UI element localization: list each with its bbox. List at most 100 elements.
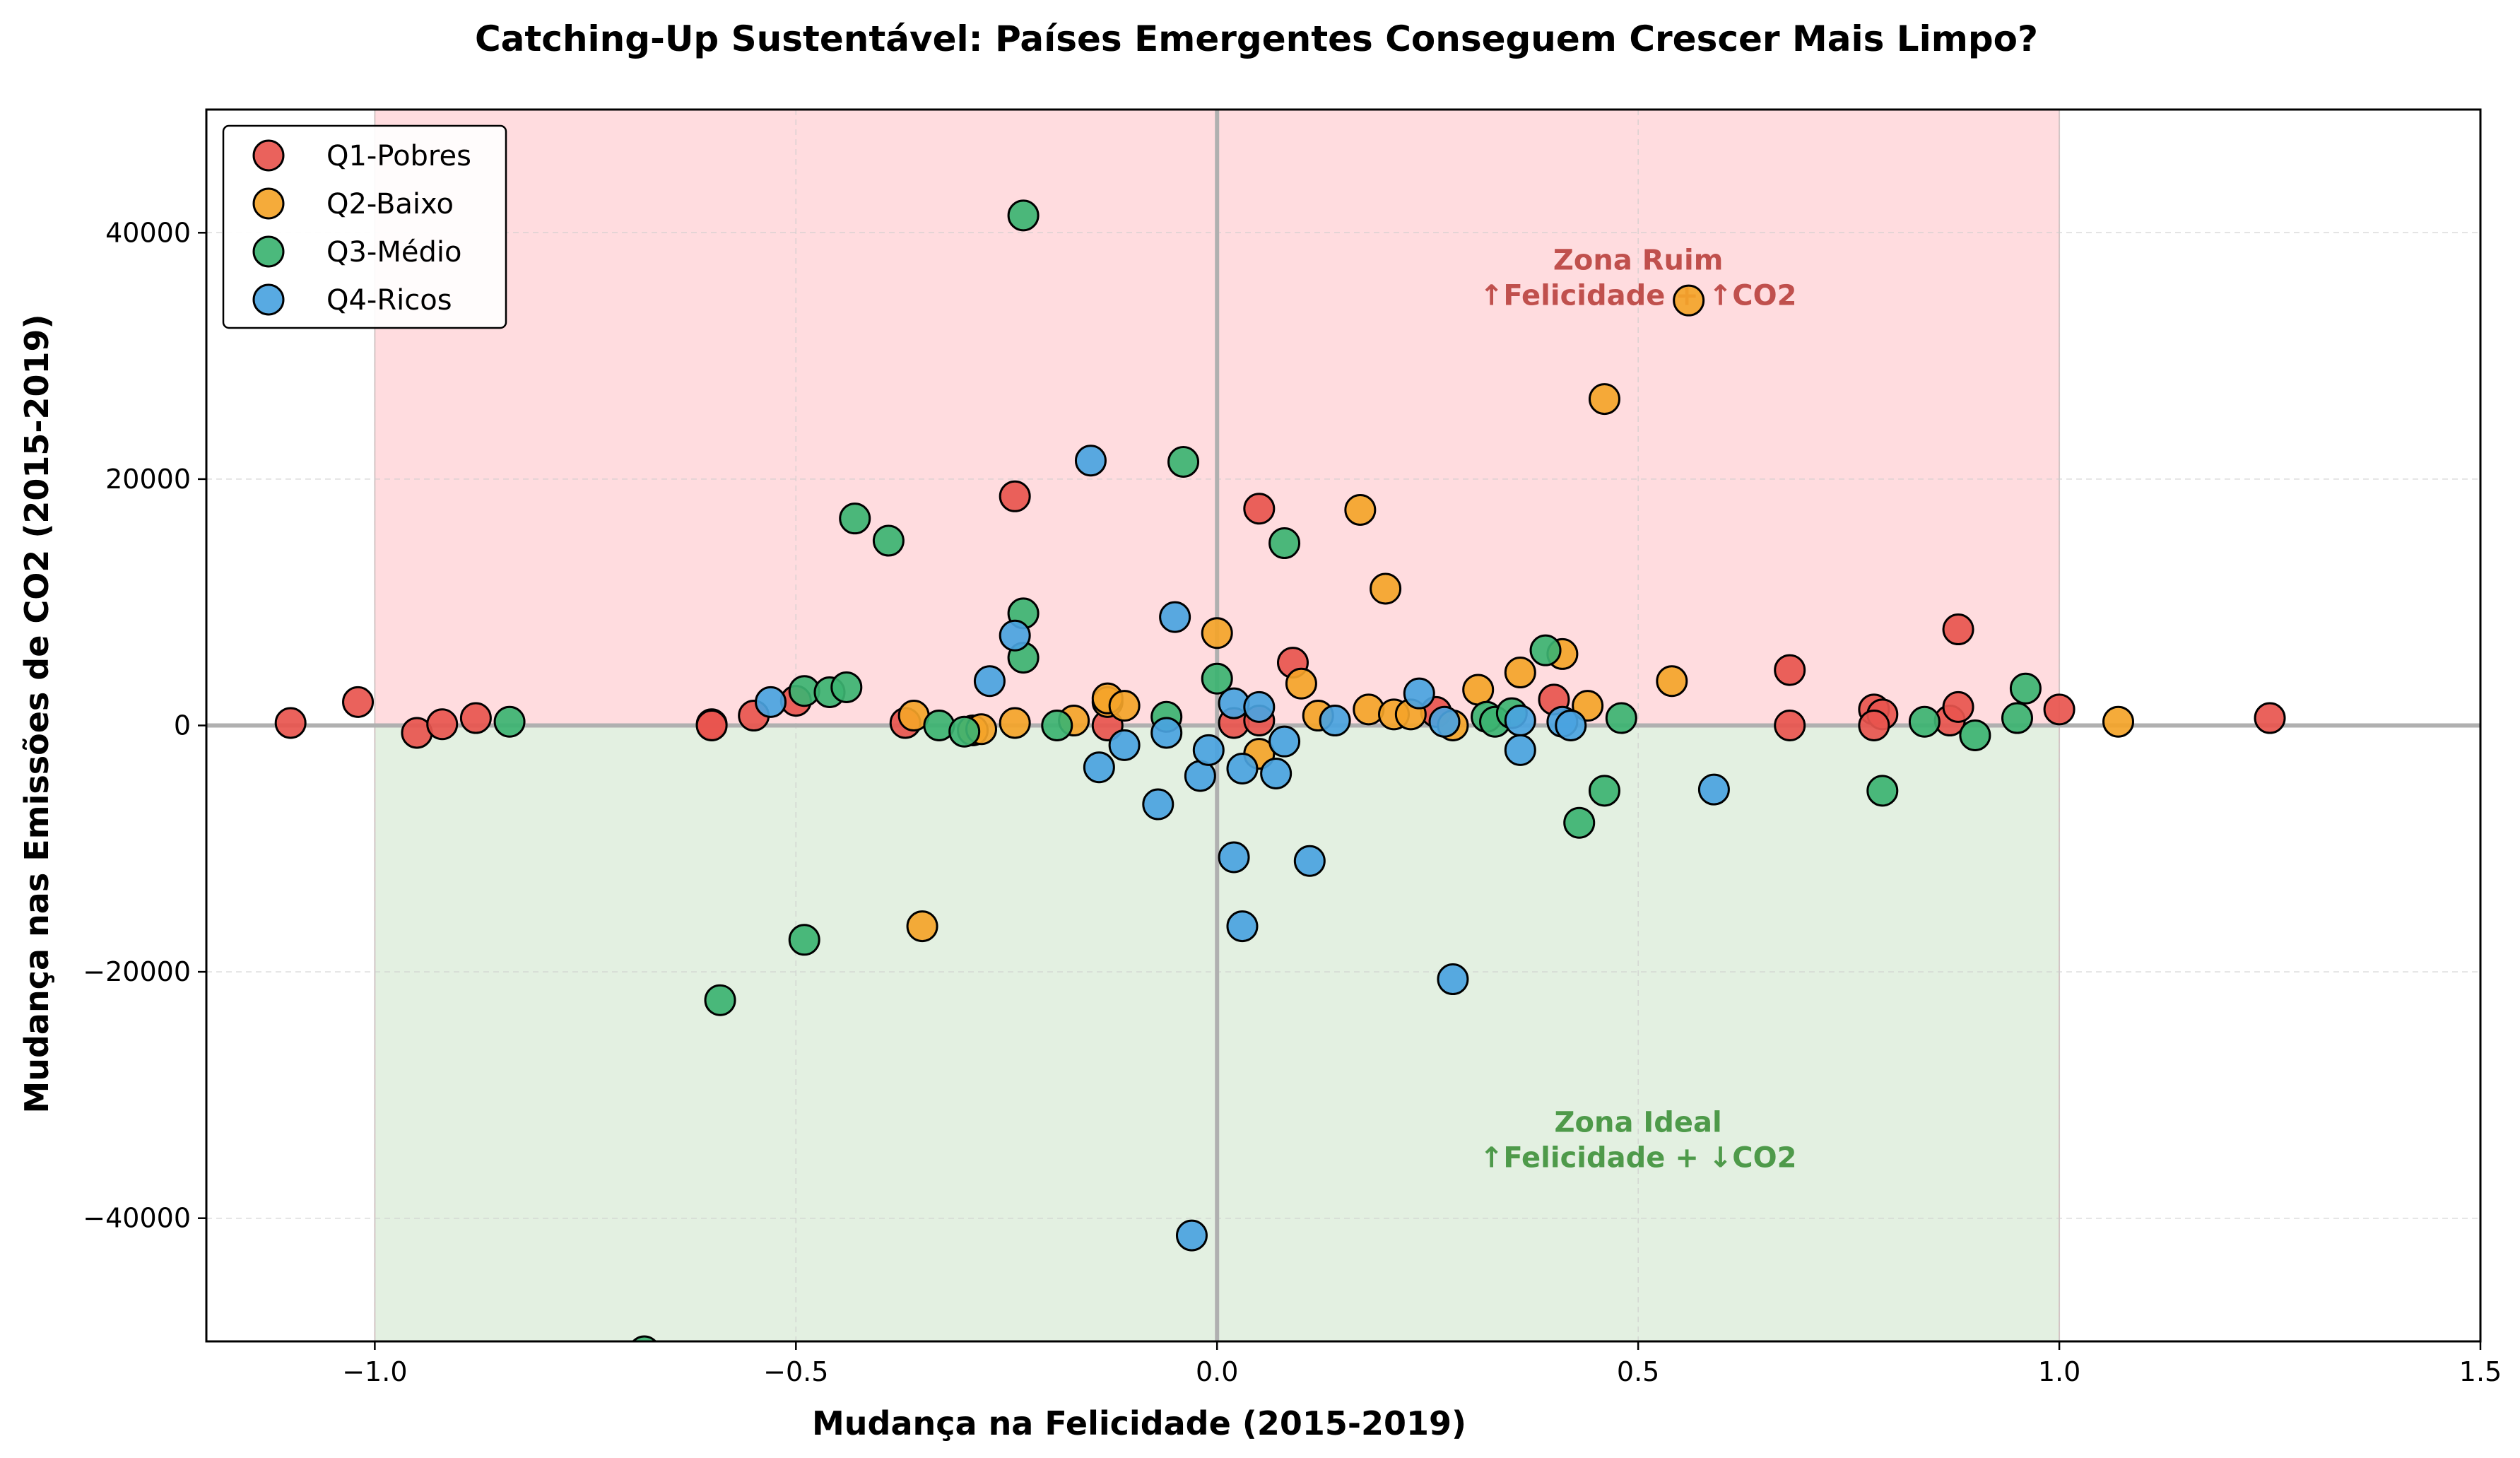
point-q2-baixo [1201,617,1233,649]
point-q4-ricos [1226,753,1259,785]
legend-box [222,124,507,329]
y-tick-label: −40000 [83,1203,191,1234]
point-q4-ricos [1437,963,1469,996]
point-q4-ricos [999,619,1031,652]
y-axis-label: Mudança nas Emissões de CO2 (2015-2019) [18,314,56,1113]
point-q3-m-dio [493,705,526,738]
point-q2-baixo [1370,572,1402,605]
point-q1-pobres [2043,693,2076,726]
x-axis: −1.0 −0.5 0.0 0.5 1.0 1.5 [342,1341,2502,1387]
point-q3-m-dio [1167,445,1200,478]
point-q3-m-dio [1959,719,1991,751]
point-q3-m-dio [788,924,820,956]
point-q3-m-dio [830,671,863,703]
point-q4-ricos [1159,601,1191,633]
point-q4-ricos [1142,788,1174,821]
point-q3-m-dio [1588,775,1620,807]
x-tick-label: −0.5 [763,1356,828,1387]
point-q4-ricos [1697,773,1730,806]
legend-label: Q1-Pobres [326,140,471,172]
point-q2-baixo [1504,657,1536,689]
point-q3-m-dio [1007,199,1040,232]
point-q3-m-dio [704,984,736,1016]
point-q1-pobres [1243,493,1276,525]
ideal-zone-annotation: Zona Ideal ↑Felicidade + ↓CO2 [1480,1107,1797,1175]
point-q3-m-dio [2009,672,2042,705]
point-q4-ricos [1504,734,1536,766]
point-q3-m-dio [1563,806,1596,839]
legend-label: Q4-Ricos [326,284,452,317]
point-q3-m-dio [1201,662,1233,695]
point-q4-ricos [1108,729,1141,761]
point-q3-m-dio [1529,634,1562,666]
point-q3-m-dio [1605,702,1637,734]
point-q1-pobres [1774,654,1806,686]
point-q4-ricos [1268,725,1301,758]
point-q1-pobres [1942,690,1974,723]
points-layer [274,199,2286,1341]
point-q1-pobres [2254,702,2286,734]
point-q1-pobres [459,702,492,734]
point-q3-m-dio [839,502,871,535]
point-q2-baixo [906,910,938,943]
point-q2-baixo [1462,674,1495,706]
y-axis: −40000 −20000 0 20000 40000 [83,217,206,1234]
point-q3-m-dio [1041,710,1073,741]
point-q3-m-dio [632,1335,657,1341]
x-tick-label: 0.0 [1196,1356,1238,1387]
point-q4-ricos [1074,445,1107,477]
chart-title: Catching-Up Sustentável: Países Emergent… [475,18,2038,59]
point-q2-baixo [1673,284,1705,317]
y-tick-label: 0 [174,710,191,741]
point-q2-baixo [2102,705,2135,738]
point-q1-pobres [1942,613,1974,646]
point-q2-baixo [1108,690,1141,722]
y-tick-label: 40000 [105,217,191,248]
y-tick-label: 20000 [105,464,191,495]
point-q4-ricos [1175,1219,1208,1252]
point-q3-m-dio [1866,775,1899,807]
point-q1-pobres [1858,710,1890,741]
point-q4-ricos [1260,757,1293,789]
point-q1-pobres [426,708,459,741]
point-q1-pobres [1774,710,1806,741]
point-q4-ricos [1243,690,1276,723]
annotation-layer: Zona Ruim ↑Felicidade + ↑CO2 Zona Ideal ↑Fe… [1480,245,1797,1175]
point-q1-pobres [695,710,728,741]
point-q3-m-dio [948,715,981,748]
point-q4-ricos [1293,845,1326,877]
x-axis-label: Mudança na Felicidade (2015-2019) [812,1404,1466,1442]
point-q4-ricos [1192,734,1225,766]
x-tick-label: 1.5 [2459,1356,2502,1387]
legend-marker [252,283,285,316]
legend: Q1-Pobres Q2-Baixo Q3-Médio Q4-Ricos [222,124,507,329]
point-q2-baixo [1344,493,1377,526]
bad-zone-annotation: Zona Ruim ↑Felicidade + ↑CO2 [1480,245,1797,312]
point-q4-ricos [1226,910,1259,943]
x-tick-label: 0.5 [1617,1356,1659,1387]
point-q2-baixo [999,707,1031,739]
point-q4-ricos [755,686,787,718]
point-q4-ricos [1428,705,1461,738]
legend-marker [252,235,285,268]
point-q4-ricos [1150,717,1183,749]
legend-label: Q2-Baixo [326,188,454,221]
point-q1-pobres [342,686,375,718]
point-q4-ricos [1319,705,1351,737]
point-q2-baixo [1656,665,1688,698]
point-q4-ricos [1083,751,1115,784]
x-tick-label: 1.0 [2038,1356,2080,1387]
point-q4-ricos [1555,710,1587,741]
point-q3-m-dio [872,524,905,557]
y-tick-label: −20000 [83,956,191,987]
point-q4-ricos [1504,705,1536,737]
legend-marker [252,187,285,220]
point-q4-ricos [1218,841,1250,874]
legend-marker [252,139,285,172]
point-q3-m-dio [1268,527,1301,560]
point-q3-m-dio [2001,702,2033,734]
legend-label: Q3-Médio [326,236,461,269]
point-q2-baixo [1285,667,1317,700]
point-q4-ricos [973,665,1006,698]
